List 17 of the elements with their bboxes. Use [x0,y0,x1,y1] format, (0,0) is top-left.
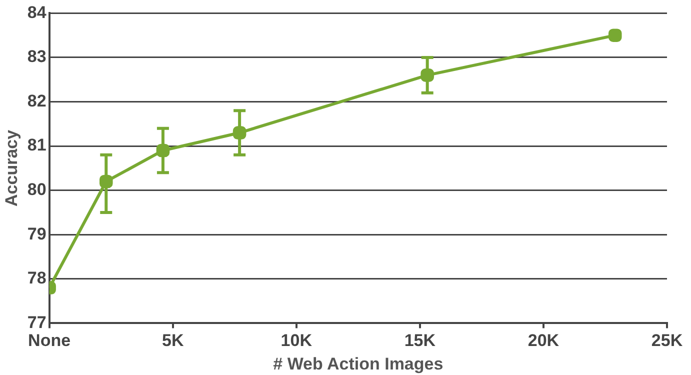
y-axis-title: Accuracy [2,129,21,206]
y-tick-label: 81 [27,136,46,155]
x-tick-label: 10K [280,331,313,350]
point [608,28,622,42]
x-tick-label: None [28,331,71,350]
x-axis-title: # Web Action Images [273,354,444,374]
x-tick-label: 5K [162,331,184,350]
y-tick-label: 82 [27,91,46,110]
y-tick-label: 80 [27,180,46,200]
y-tick-label: 79 [27,224,46,244]
y-tick-label: 78 [27,268,46,288]
x-tick-label: 15K [404,331,436,350]
x-tick-label: 25K [651,331,684,350]
x-tick-label: 20K [528,331,560,350]
y-tick-label: 84 [27,2,47,22]
y-tick-label: 77 [27,312,46,332]
y-tick-label: 83 [27,47,46,66]
